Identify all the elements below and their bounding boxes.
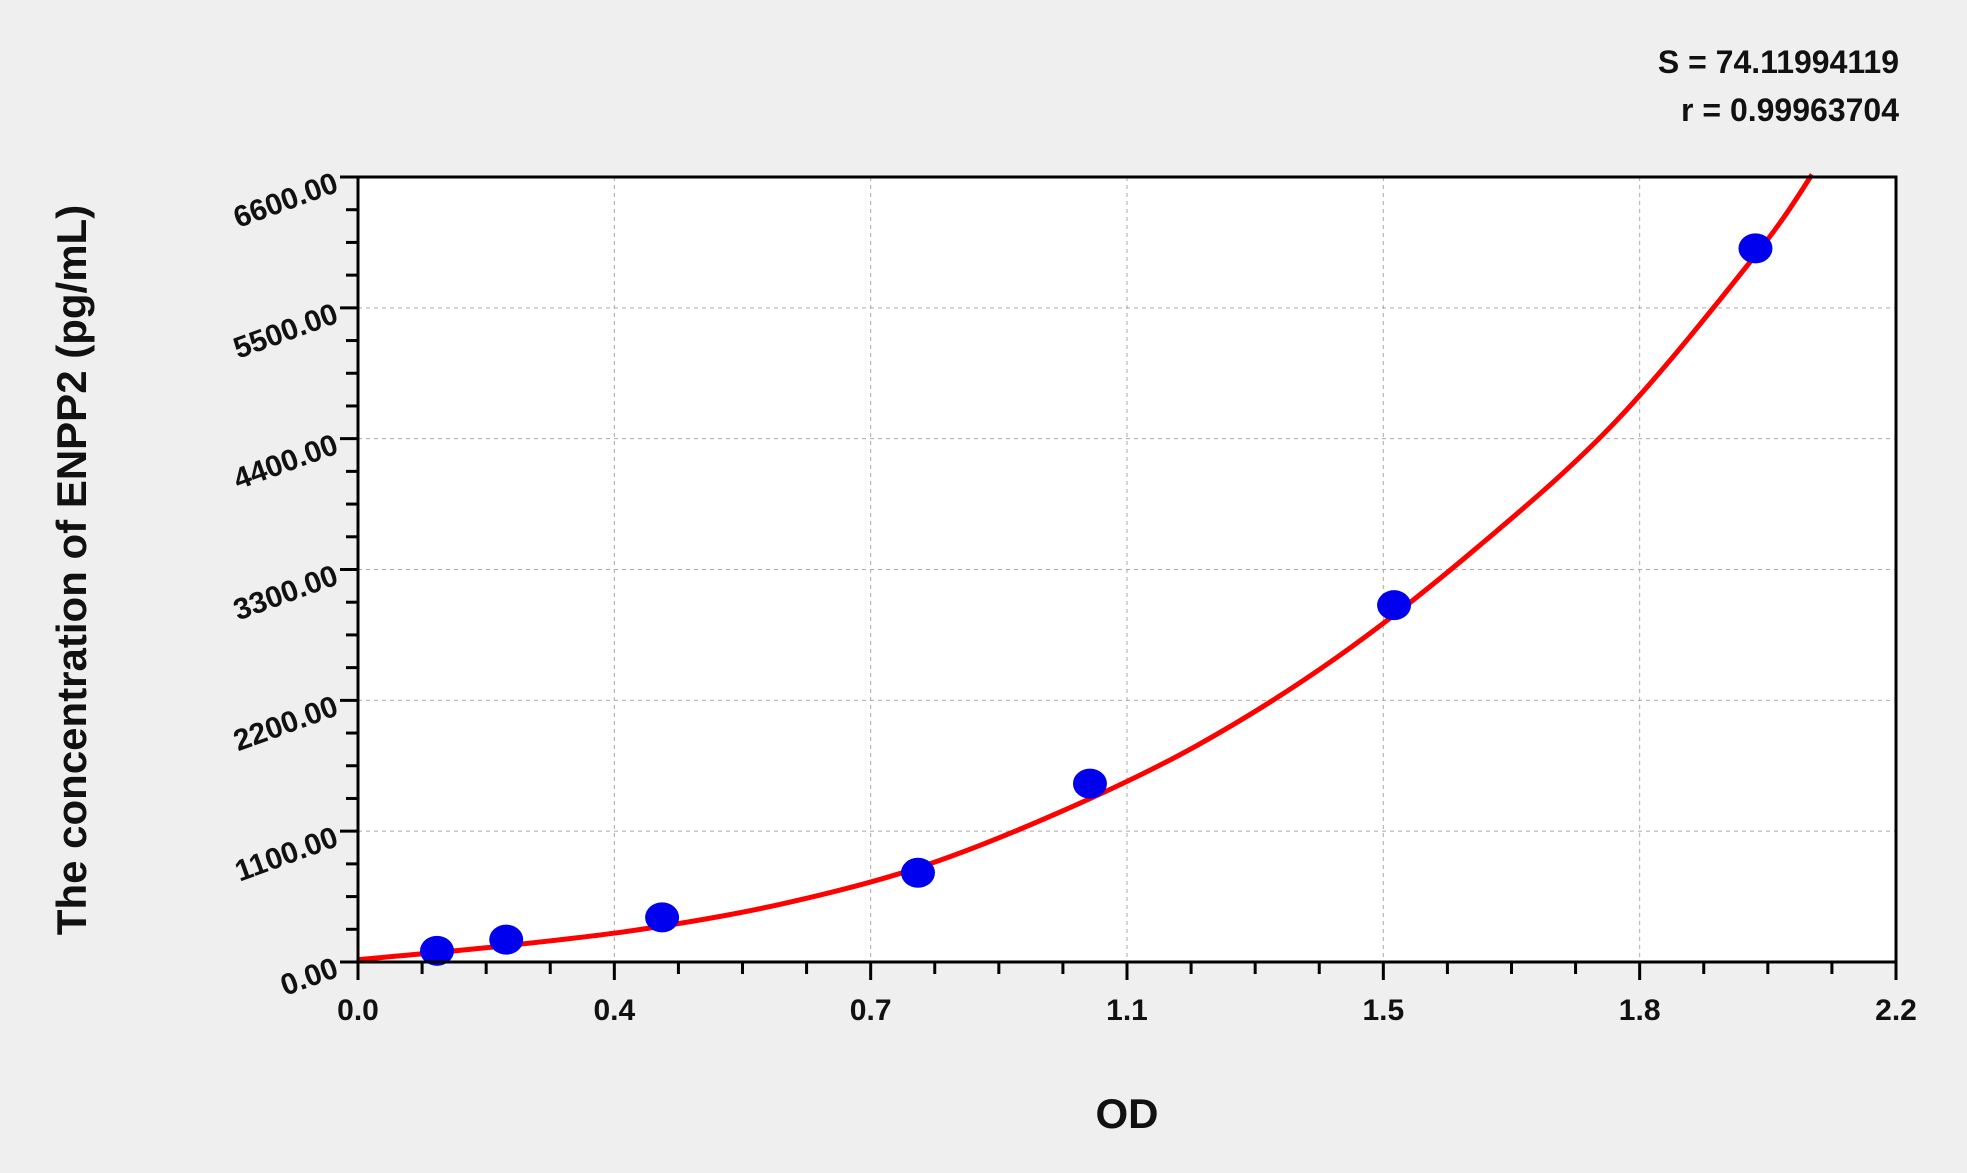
y-axis-label: The concentration of ENPP2 (pg/mL) [48,205,95,935]
y-tick-label: 6600.00 [229,167,342,235]
x-tick-label: 0.7 [850,994,892,1027]
data-point [1072,768,1107,799]
y-tick-label: 3300.00 [229,559,342,627]
x-tick-label: 1.8 [1619,994,1661,1027]
r-statistic: r = 0.99963704 [1681,92,1899,128]
x-tick-label: 0.4 [593,994,635,1027]
data-point [900,857,935,888]
x-tick-label: 1.1 [1106,994,1148,1027]
fit-curve [357,173,1815,963]
data-point [645,902,680,933]
y-tick-label: 2200.00 [229,690,342,758]
y-tick-label: 4400.00 [229,428,342,496]
x-axis-label: OD [1096,1090,1159,1137]
y-tick-label: 5500.00 [229,297,342,365]
data-point [1377,590,1412,621]
data-point [489,924,524,955]
s-statistic: S = 74.11994119 [1657,44,1899,80]
x-tick-label: 2.2 [1875,994,1917,1027]
y-tick-label: 0.00 [276,952,342,1003]
x-tick-label: 0.0 [337,994,379,1027]
data-point [419,935,454,966]
data-point [1738,233,1773,264]
y-tick-label: 1100.00 [231,821,343,889]
x-tick-label: 1.5 [1362,994,1404,1027]
plot-frame [356,175,1898,964]
